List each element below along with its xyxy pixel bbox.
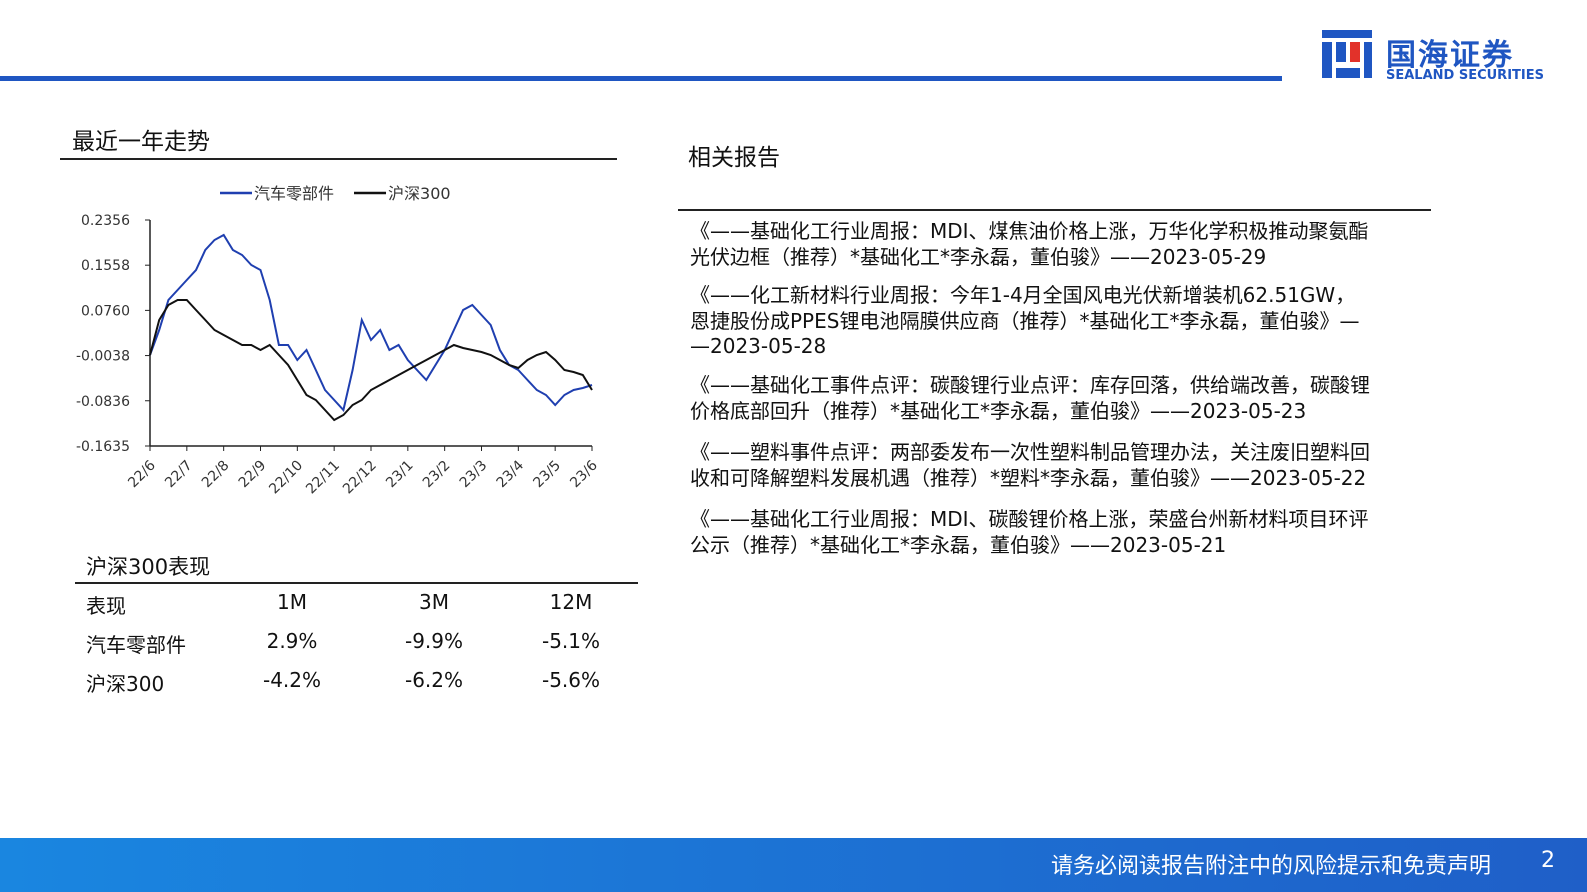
report-line: —2023-05-28	[690, 334, 827, 358]
report-line: 公示（推荐）*基础化工*李永磊，董伯骏》——2023-05-21	[690, 532, 1227, 557]
x-tick-label: 23/2	[420, 458, 454, 492]
x-tick-label: 22/8	[199, 458, 233, 492]
x-tick-label: 23/6	[567, 457, 601, 491]
x-tick-label: 22/12	[340, 458, 380, 498]
table-cell: -4.2%	[262, 668, 322, 692]
header-rule	[0, 76, 1282, 81]
y-tick-label: -0.0038	[76, 349, 130, 365]
table-header-cell: 12M	[549, 590, 593, 614]
report-line: 《——基础化工行业周报：MDI、碳酸锂价格上涨，荣盛台州新材料项目环评	[690, 507, 1369, 531]
x-tick-label: 23/3	[457, 458, 491, 492]
y-tick-label: -0.0836	[76, 394, 130, 410]
table-header-cell: 表现	[86, 594, 126, 618]
table-cell: -6.2%	[404, 668, 464, 692]
report-line: 价格底部回升（推荐）*基础化工*李永磊，董伯骏》——2023-05-23	[690, 398, 1307, 423]
footer-disclaimer: 请务必阅读报告附注中的风险提示和免责声明	[1050, 854, 1491, 879]
legend-label: 汽车零部件	[254, 184, 334, 203]
y-tick-label: 0.2356	[81, 213, 130, 229]
report-line: 光伏边框（推荐）*基础化工*李永磊，董伯骏》——2023-05-29	[690, 244, 1267, 269]
chart-section-title: 最近一年走势	[72, 129, 210, 155]
x-tick-label: 22/10	[266, 458, 306, 498]
table-header-cell: 1M	[277, 590, 307, 614]
reports-rule	[678, 209, 1431, 211]
x-tick-label: 22/11	[303, 458, 343, 498]
table-cell: 汽车零部件	[86, 633, 186, 657]
table-cell: 2.9%	[266, 629, 318, 653]
x-tick-label: 23/5	[530, 458, 564, 492]
y-tick-label: 0.1558	[81, 258, 130, 274]
logo-icon	[1322, 30, 1372, 78]
x-tick-label: 22/9	[236, 458, 270, 492]
table-cell: -9.9%	[404, 629, 464, 653]
table-title: 沪深300表现	[86, 555, 211, 579]
x-tick-label: 22/6	[125, 457, 159, 491]
table-rule	[75, 582, 638, 584]
table-header-cell: 3M	[419, 590, 449, 614]
page-number: 2	[1541, 848, 1555, 873]
x-tick-label: 23/1	[383, 458, 417, 492]
table-cell: -5.1%	[541, 629, 601, 653]
legend-label: 沪深300	[388, 184, 451, 203]
series-line	[149, 299, 593, 422]
line-chart: 0.2356 0.1558 0.0760 -0.0038 -0.0836 -0.1635 2…	[76, 184, 601, 498]
report-line: 《——基础化工行业周报：MDI、煤焦油价格上涨，万华化学积极推动聚氨酯	[690, 219, 1369, 243]
logo-english: SEALAND SECURITIES	[1386, 68, 1544, 83]
x-tick-label: 22/7	[162, 458, 196, 492]
report-line: 《——塑料事件点评：两部委发布一次性塑料制品管理办法，关注废旧塑料回	[690, 440, 1370, 464]
table-cell: -5.6%	[541, 668, 601, 692]
report-line: 恩捷股份成PPES锂电池隔膜供应商（推荐）*基础化工*李永磊，董伯骏》—	[690, 308, 1360, 333]
series-line	[149, 233, 593, 413]
logo-name: 国海证券	[1386, 38, 1514, 73]
report-line: 《——化工新材料行业周报：今年1-4月全国风电光伏新增装机62.51GW，	[690, 283, 1356, 307]
y-tick-label: 0.0760	[81, 303, 130, 319]
report-line: 收和可降解塑料发展机遇（推荐）*塑料*李永磊，董伯骏》——2023-05-22	[690, 465, 1367, 490]
section-rule	[60, 158, 617, 160]
y-tick-label: -0.1635	[76, 439, 130, 455]
report-line: 《——基础化工事件点评：碳酸锂行业点评：库存回落，供给端改善，碳酸锂	[690, 373, 1370, 397]
table-cell: 沪深300	[86, 672, 165, 696]
x-tick-label: 23/4	[494, 457, 528, 491]
reports-title: 相关报告	[688, 145, 780, 171]
footer-bar	[0, 838, 1587, 892]
